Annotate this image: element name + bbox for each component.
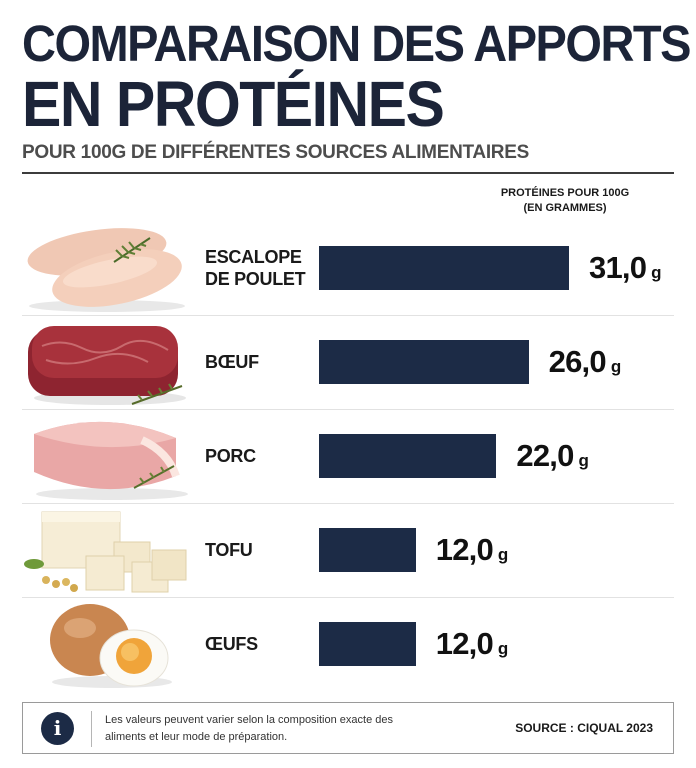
chart-row: PORC 22,0 g — [22, 410, 674, 502]
info-footer: i Les valeurs peuvent varier selon la co… — [22, 702, 674, 754]
value-column-header: PROTÉINES POUR 100G (EN GRAMMES) — [480, 186, 650, 216]
category-label-line: ŒUFS — [205, 634, 258, 654]
category-label: ESCALOPE DE POULET — [205, 246, 306, 290]
value-unit: g — [497, 639, 509, 658]
category-label-line: TOFU — [205, 540, 253, 560]
footer-divider — [91, 711, 92, 747]
value-label: 12,0 g — [436, 628, 509, 659]
value-number: 22,0 — [516, 438, 574, 473]
info-icon: i — [41, 712, 74, 745]
source-label: SOURCE : CIQUAL 2023 — [515, 721, 653, 735]
beef-steak-image — [22, 316, 192, 408]
category-label: ŒUFS — [205, 633, 258, 655]
category-label: BŒUF — [205, 351, 259, 373]
row-divider — [22, 503, 674, 504]
value-number: 12,0 — [435, 626, 494, 661]
row-divider — [22, 409, 674, 410]
protein-bar — [319, 528, 416, 572]
protein-bar — [319, 340, 529, 384]
value-number: 12,0 — [435, 532, 494, 567]
value-number: 26,0 — [548, 344, 607, 379]
value-unit: g — [610, 357, 622, 376]
category-label-line: PORC — [205, 446, 256, 466]
protein-bar — [319, 622, 416, 666]
category-label: PORC — [205, 445, 256, 467]
category-label-line: BŒUF — [205, 352, 259, 372]
chart-row: TOFU 12,0 g — [22, 504, 674, 596]
value-label: 22,0 g — [516, 440, 589, 471]
boiled-egg-image — [22, 598, 192, 690]
chicken-breast-image — [22, 222, 192, 314]
page-title: COMPARAISON DES APPORTS EN PROTÉINES — [22, 14, 691, 136]
category-label-line: ESCALOPE — [205, 247, 302, 267]
value-column-header-line-2: (EN GRAMMES) — [523, 202, 607, 214]
chart-row: ŒUFS 12,0 g — [22, 598, 674, 690]
value-number: 31,0 — [589, 250, 647, 285]
header-divider — [22, 172, 674, 174]
footer-note: Les valeurs peuvent varier selon la comp… — [105, 714, 393, 743]
protein-bar — [319, 246, 569, 290]
row-divider — [22, 315, 674, 316]
value-label: 12,0 g — [436, 534, 509, 565]
pork-loin-image — [22, 410, 192, 502]
value-column-header-line-1: PROTÉINES POUR 100G — [500, 187, 630, 199]
value-label: 26,0 g — [549, 346, 622, 377]
title-line-2: EN PROTÉINES — [22, 68, 445, 140]
row-divider — [22, 597, 674, 598]
category-label-line: DE POULET — [205, 269, 306, 289]
category-label: TOFU — [205, 539, 253, 561]
value-unit: g — [578, 451, 589, 470]
subtitle: POUR 100G DE DIFFÉRENTES SOURCES ALIMENT… — [22, 142, 529, 163]
chart-row: BŒUF 26,0 g — [22, 316, 674, 408]
chart-row: ESCALOPE DE POULET 31,0 g — [22, 222, 674, 314]
tofu-cubes-image — [22, 504, 192, 596]
protein-bar — [319, 434, 497, 478]
value-unit: g — [497, 545, 509, 564]
value-label: 31,0 g — [589, 252, 662, 283]
title-line-1: COMPARAISON DES APPORTS — [22, 14, 691, 72]
value-unit: g — [651, 263, 662, 282]
